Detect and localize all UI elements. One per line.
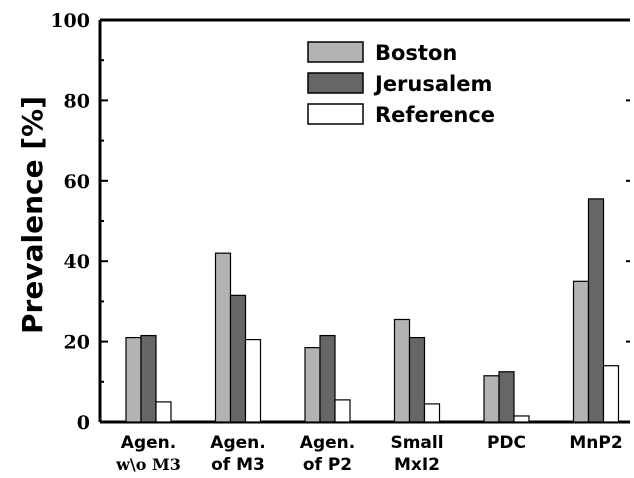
- legend-swatch-boston: [307, 41, 364, 63]
- bar-jerusalem: [229, 294, 247, 423]
- bars: [125, 198, 620, 423]
- bar-boston: [125, 336, 142, 423]
- axes: 0 20 40 60 80 100: [50, 10, 630, 434]
- x-tick-label: w\o M3: [115, 455, 181, 474]
- x-tick-label: of P2: [303, 455, 352, 475]
- x-tick-label: of M3: [211, 455, 265, 475]
- bar-reference: [513, 415, 530, 423]
- legend-label-reference: Reference: [375, 103, 495, 127]
- x-tick-label: Small: [390, 433, 443, 453]
- y-axis-title: Prevalence [%]: [16, 96, 49, 334]
- bar-jerusalem: [587, 198, 605, 423]
- y-tick-label: 60: [64, 171, 90, 193]
- bar-reference: [423, 403, 441, 423]
- legend-swatch-jerusalem: [307, 72, 364, 94]
- bar-reference: [334, 399, 351, 423]
- bar-jerusalem: [408, 336, 426, 423]
- legend-label-boston: Boston: [375, 41, 457, 65]
- x-tick-label: Agen.: [121, 433, 176, 453]
- bar-boston: [304, 347, 321, 423]
- bar-boston: [393, 318, 411, 423]
- x-tick-label: PDC: [487, 433, 526, 453]
- y-tick-label: 80: [64, 90, 90, 112]
- bar-boston: [214, 252, 232, 423]
- y-tick-label: 0: [77, 412, 90, 434]
- bar-boston: [483, 375, 500, 423]
- legend-label-jerusalem: Jerusalem: [373, 72, 492, 96]
- x-tick-label: MxI2: [394, 455, 440, 475]
- x-tick-label: MnP2: [569, 433, 622, 453]
- y-tick-label: 100: [50, 10, 90, 32]
- y-tick-label: 20: [64, 332, 90, 354]
- bar-jerusalem: [140, 334, 157, 423]
- bar-reference: [155, 401, 172, 423]
- y-tick-label: 40: [64, 251, 90, 273]
- bar-reference: [602, 365, 620, 423]
- legend-swatch-reference: [307, 103, 364, 125]
- bar-boston: [572, 280, 590, 423]
- bar-reference: [244, 338, 262, 423]
- legend: Boston Jerusalem Reference: [307, 41, 495, 127]
- x-tick-label: Agen.: [210, 433, 265, 453]
- bar-jerusalem: [319, 334, 336, 423]
- bar-jerusalem: [498, 371, 515, 423]
- x-tick-label: Agen.: [300, 433, 355, 453]
